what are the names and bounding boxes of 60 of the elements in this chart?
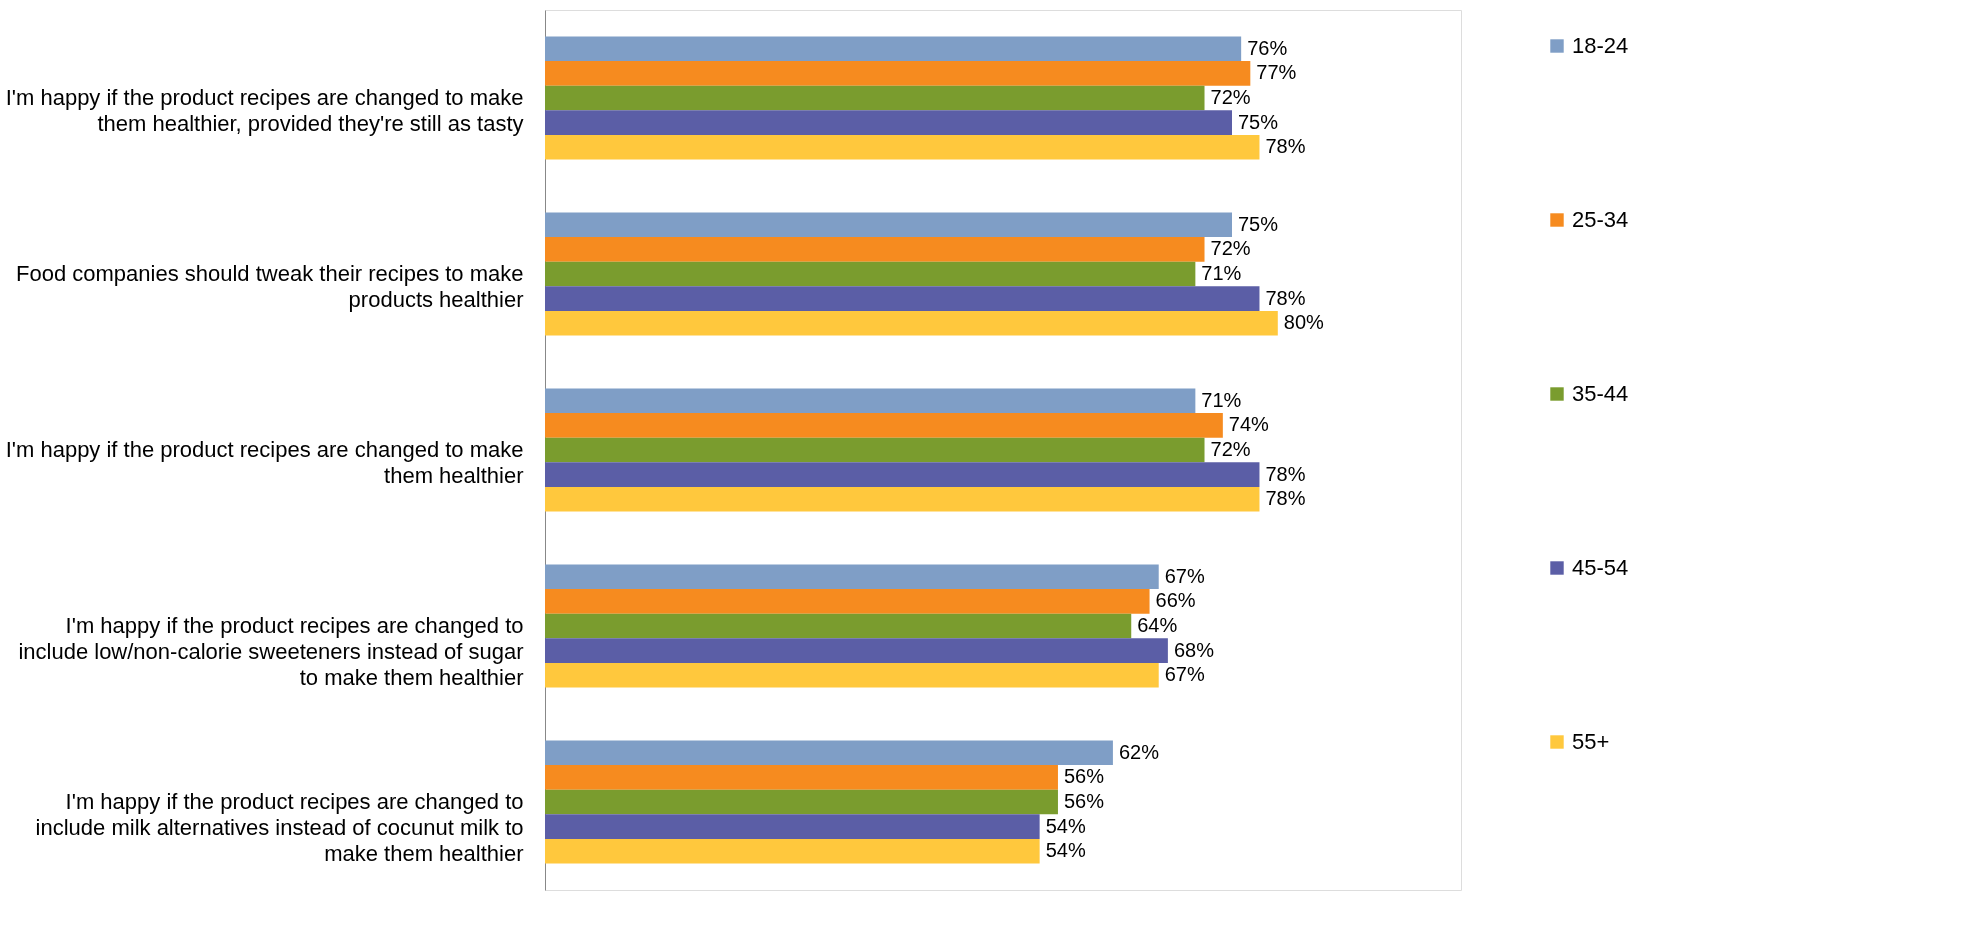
- bar: [545, 110, 1232, 135]
- data-label: 78%: [1265, 135, 1306, 158]
- bar: [545, 638, 1168, 663]
- data-label: 67%: [1164, 663, 1205, 686]
- data-label: 56%: [1063, 790, 1105, 812]
- bar: [545, 765, 1058, 790]
- data-label: 67%: [1164, 564, 1205, 587]
- data-label: 78%: [1265, 286, 1306, 309]
- legend-label: 45-54: [1572, 555, 1629, 580]
- bar: [545, 212, 1232, 238]
- bar: [545, 61, 1251, 86]
- y-tick-label: I'm happy if the product recipes are changed to include milk alternatives instead of cocunut milk to make them healthier: [35, 789, 524, 866]
- data-label: 72%: [1210, 237, 1251, 260]
- y-tick-label: I'm happy if the product recipes are changed to include low/non-calorie sweeteners instead of sugar to make them healthier: [18, 613, 524, 690]
- bar: [545, 286, 1260, 311]
- y-tick-label: Food companies should tweak their recipes to make products healthier: [16, 261, 524, 312]
- data-label: 54%: [1045, 839, 1086, 862]
- data-label: 68%: [1173, 638, 1215, 661]
- legend-label: 18-24: [1572, 33, 1629, 58]
- data-label: 71%: [1201, 262, 1242, 284]
- data-label: 80%: [1283, 311, 1325, 334]
- bar: [545, 462, 1260, 487]
- data-label: 72%: [1210, 86, 1251, 108]
- data-label: 78%: [1265, 462, 1306, 485]
- data-label: 62%: [1118, 740, 1160, 763]
- data-label: 75%: [1238, 110, 1279, 133]
- data-label: 78%: [1265, 487, 1306, 510]
- bar: [545, 814, 1040, 839]
- data-label: 76%: [1247, 36, 1288, 59]
- y-tick-label: I'm happy if the product recipes are changed to make them healthier: [5, 437, 524, 488]
- bar: [545, 261, 1196, 287]
- bar: [545, 413, 1223, 438]
- data-label: 71%: [1201, 388, 1242, 411]
- bar: [545, 486, 1260, 512]
- bar: [545, 36, 1242, 62]
- bar: [545, 237, 1205, 262]
- data-label: 72%: [1210, 438, 1251, 460]
- legend-label: 35-44: [1572, 381, 1629, 406]
- bar: [545, 85, 1205, 111]
- data-label: 64%: [1137, 614, 1178, 636]
- bar: [545, 589, 1150, 614]
- data-label: 66%: [1155, 589, 1196, 612]
- data-label: 77%: [1256, 61, 1297, 84]
- legend-label: 25-34: [1572, 207, 1629, 232]
- bar: [545, 437, 1205, 463]
- bar: [545, 388, 1196, 414]
- data-label: 54%: [1045, 814, 1086, 837]
- bar: [545, 789, 1058, 815]
- y-tick-label: I'm happy if the product recipes are changed to make them healthier, provided they're still as tasty: [5, 85, 524, 136]
- data-label: 56%: [1063, 765, 1105, 788]
- bar: [545, 662, 1159, 688]
- bar: [545, 613, 1132, 639]
- bar: [545, 838, 1040, 864]
- bar: [545, 310, 1278, 336]
- data-label: 74%: [1228, 413, 1270, 436]
- legend-label: 55+: [1572, 729, 1610, 754]
- bar: [545, 134, 1260, 160]
- bar: [545, 740, 1113, 766]
- data-label: 75%: [1238, 212, 1279, 235]
- bar: [545, 564, 1159, 590]
